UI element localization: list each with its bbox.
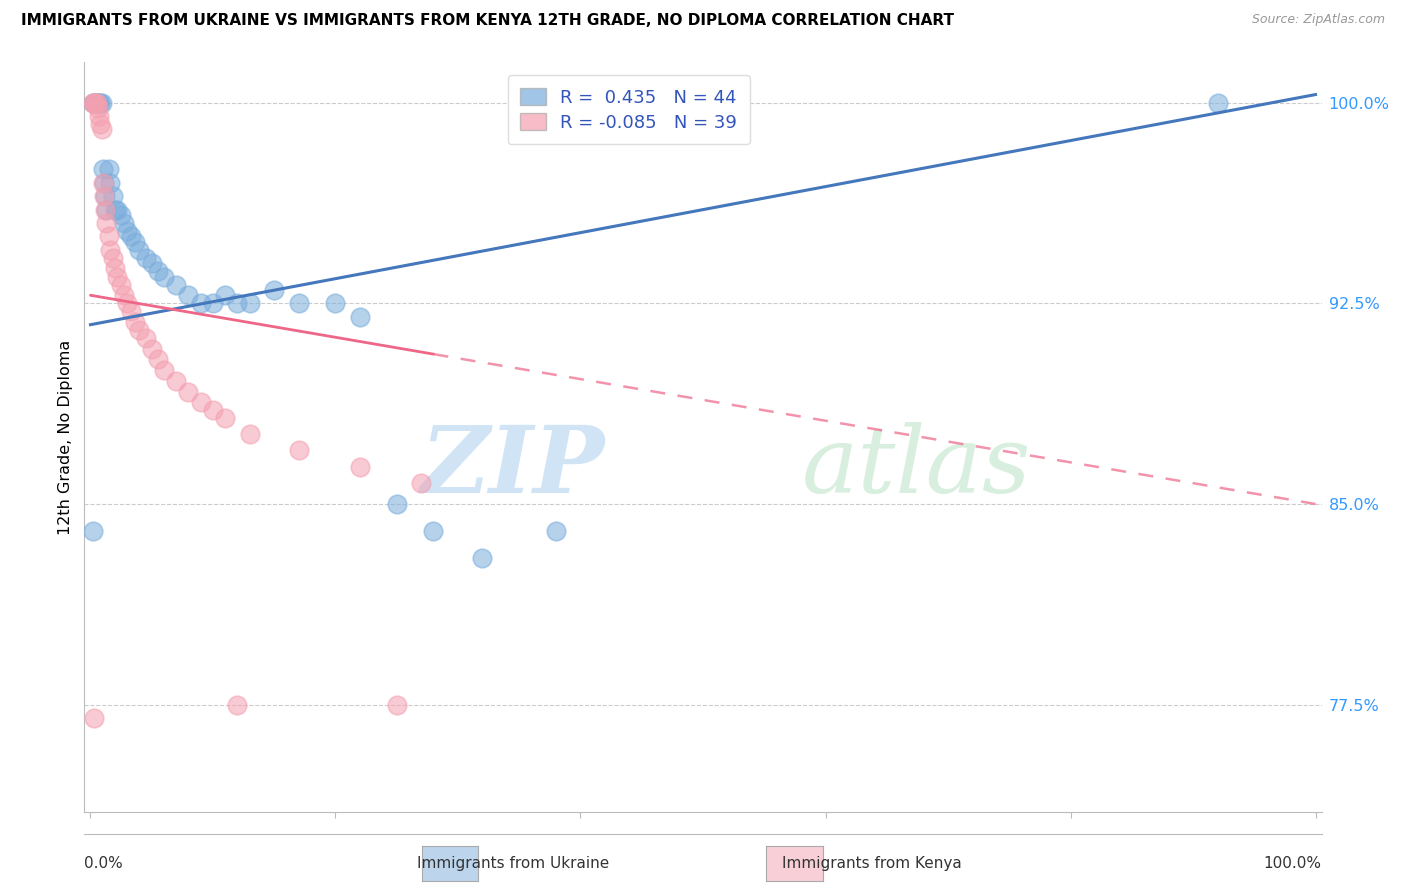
Point xyxy=(104,202,127,217)
Point xyxy=(153,269,176,284)
Point xyxy=(98,243,121,257)
Text: 100.0%: 100.0% xyxy=(1264,856,1322,871)
Point xyxy=(82,95,104,110)
Text: Immigrants from Ukraine: Immigrants from Ukraine xyxy=(418,856,609,871)
Point xyxy=(112,288,135,302)
Point xyxy=(98,176,121,190)
Point xyxy=(177,384,200,399)
Point xyxy=(146,264,169,278)
Point xyxy=(89,95,111,110)
Point xyxy=(135,331,157,345)
Point xyxy=(226,698,249,712)
Point xyxy=(84,95,107,110)
Point xyxy=(128,323,150,337)
Point xyxy=(93,189,115,203)
Point xyxy=(190,296,212,310)
Point xyxy=(349,310,371,324)
Point xyxy=(87,109,110,123)
Point xyxy=(422,524,444,538)
Point xyxy=(325,296,347,310)
Point xyxy=(86,95,108,110)
Point xyxy=(107,202,129,217)
Point xyxy=(90,95,112,110)
Point xyxy=(112,216,135,230)
Point xyxy=(101,251,124,265)
Point xyxy=(239,296,262,310)
Point xyxy=(110,208,132,222)
Legend: R =  0.435   N = 44, R = -0.085   N = 39: R = 0.435 N = 44, R = -0.085 N = 39 xyxy=(508,75,749,145)
Point xyxy=(115,296,138,310)
Text: Immigrants from Kenya: Immigrants from Kenya xyxy=(782,856,962,871)
Point xyxy=(97,162,120,177)
Point xyxy=(84,95,107,110)
Point xyxy=(87,95,110,110)
Point xyxy=(104,261,127,276)
Point xyxy=(544,524,567,538)
Point xyxy=(83,95,105,110)
Point xyxy=(411,475,433,490)
Point xyxy=(471,550,494,565)
Point xyxy=(239,427,262,442)
Point xyxy=(89,117,111,131)
Point xyxy=(135,251,157,265)
Point xyxy=(146,352,169,367)
Point xyxy=(214,411,236,425)
Point xyxy=(83,711,105,725)
Point xyxy=(177,288,200,302)
Point xyxy=(1206,95,1229,110)
Point xyxy=(82,95,104,110)
Point xyxy=(94,202,117,217)
Point xyxy=(91,162,114,177)
Point xyxy=(141,342,163,356)
Point xyxy=(287,443,309,458)
Point xyxy=(87,95,110,110)
Point xyxy=(124,315,146,329)
Point xyxy=(96,216,118,230)
Point xyxy=(190,395,212,409)
Point xyxy=(153,363,176,377)
Point xyxy=(263,283,285,297)
Point xyxy=(349,459,371,474)
Point xyxy=(90,122,112,136)
Point xyxy=(91,176,114,190)
Point xyxy=(86,95,108,110)
Point xyxy=(83,95,105,110)
Point xyxy=(120,304,142,318)
Point xyxy=(214,288,236,302)
Point xyxy=(165,277,187,292)
Point xyxy=(385,497,408,511)
Point xyxy=(97,229,120,244)
Y-axis label: 12th Grade, No Diploma: 12th Grade, No Diploma xyxy=(58,340,73,534)
Point xyxy=(165,374,187,388)
Point xyxy=(201,403,224,417)
Point xyxy=(287,296,309,310)
Text: ZIP: ZIP xyxy=(420,422,605,512)
Point xyxy=(385,698,408,712)
Text: 0.0%: 0.0% xyxy=(84,856,124,871)
Text: atlas: atlas xyxy=(801,422,1032,512)
Point xyxy=(226,296,249,310)
Point xyxy=(201,296,224,310)
Point xyxy=(128,243,150,257)
Point xyxy=(101,189,124,203)
Point xyxy=(107,269,129,284)
Point xyxy=(96,202,118,217)
Point xyxy=(94,189,117,203)
Point xyxy=(120,229,142,244)
Point xyxy=(87,101,110,115)
Point xyxy=(110,277,132,292)
Text: Source: ZipAtlas.com: Source: ZipAtlas.com xyxy=(1251,13,1385,27)
Point xyxy=(141,256,163,270)
Text: IMMIGRANTS FROM UKRAINE VS IMMIGRANTS FROM KENYA 12TH GRADE, NO DIPLOMA CORRELAT: IMMIGRANTS FROM UKRAINE VS IMMIGRANTS FR… xyxy=(21,13,955,29)
Point xyxy=(93,176,115,190)
Point xyxy=(82,524,104,538)
Point xyxy=(115,224,138,238)
Point xyxy=(124,235,146,249)
